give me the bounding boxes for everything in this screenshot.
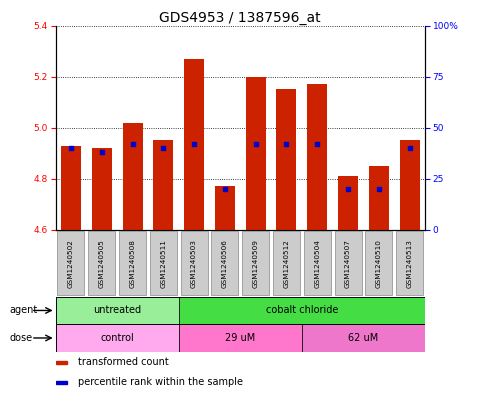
Bar: [399, 140, 420, 230]
Text: control: control: [100, 333, 134, 343]
Text: GSM1240505: GSM1240505: [99, 239, 105, 288]
Text: GSM1240510: GSM1240510: [376, 239, 382, 288]
FancyBboxPatch shape: [273, 231, 300, 296]
Point: [98, 149, 106, 155]
Text: GSM1240504: GSM1240504: [314, 239, 320, 288]
Text: GSM1240503: GSM1240503: [191, 239, 197, 288]
Bar: [302, 324, 425, 352]
Text: GSM1240507: GSM1240507: [345, 239, 351, 288]
Bar: [276, 89, 297, 230]
Point: [313, 141, 321, 147]
Bar: [92, 148, 112, 230]
Text: dose: dose: [10, 333, 33, 343]
Point: [67, 145, 75, 151]
Text: GSM1240508: GSM1240508: [129, 239, 136, 288]
Point: [344, 186, 352, 192]
Bar: [56, 381, 67, 384]
Text: GSM1240512: GSM1240512: [284, 239, 289, 288]
Text: 62 uM: 62 uM: [348, 333, 379, 343]
Bar: [61, 146, 81, 230]
Text: transformed count: transformed count: [78, 357, 169, 367]
Bar: [179, 324, 302, 352]
Bar: [56, 324, 179, 352]
Point: [159, 145, 167, 151]
FancyBboxPatch shape: [150, 231, 177, 296]
Text: GSM1240513: GSM1240513: [407, 239, 412, 288]
Text: percentile rank within the sample: percentile rank within the sample: [78, 377, 243, 387]
Bar: [246, 77, 266, 230]
Point: [252, 141, 259, 147]
Point: [375, 186, 383, 192]
Text: GSM1240506: GSM1240506: [222, 239, 228, 288]
FancyBboxPatch shape: [57, 231, 85, 296]
Point: [221, 186, 229, 192]
FancyBboxPatch shape: [396, 231, 423, 296]
Point: [406, 145, 413, 151]
Bar: [184, 59, 204, 230]
Text: cobalt chloride: cobalt chloride: [266, 305, 338, 316]
Text: GSM1240509: GSM1240509: [253, 239, 259, 288]
FancyBboxPatch shape: [304, 231, 331, 296]
Text: agent: agent: [10, 305, 38, 316]
Point: [283, 141, 290, 147]
Bar: [215, 187, 235, 230]
Title: GDS4953 / 1387596_at: GDS4953 / 1387596_at: [159, 11, 321, 24]
Bar: [123, 123, 142, 230]
FancyBboxPatch shape: [119, 231, 146, 296]
Bar: [56, 361, 67, 364]
Text: GSM1240502: GSM1240502: [68, 239, 74, 288]
Bar: [56, 297, 179, 324]
FancyBboxPatch shape: [212, 231, 239, 296]
FancyBboxPatch shape: [88, 231, 115, 296]
Bar: [369, 166, 389, 230]
Point: [190, 141, 198, 147]
FancyBboxPatch shape: [335, 231, 362, 296]
FancyBboxPatch shape: [365, 231, 392, 296]
Bar: [338, 176, 358, 230]
FancyBboxPatch shape: [181, 231, 208, 296]
Text: untreated: untreated: [93, 305, 141, 316]
FancyBboxPatch shape: [242, 231, 269, 296]
Text: GSM1240511: GSM1240511: [160, 239, 166, 288]
Bar: [179, 297, 425, 324]
Bar: [153, 140, 173, 230]
Point: [128, 141, 136, 147]
Text: 29 uM: 29 uM: [225, 333, 256, 343]
Bar: [307, 84, 327, 230]
